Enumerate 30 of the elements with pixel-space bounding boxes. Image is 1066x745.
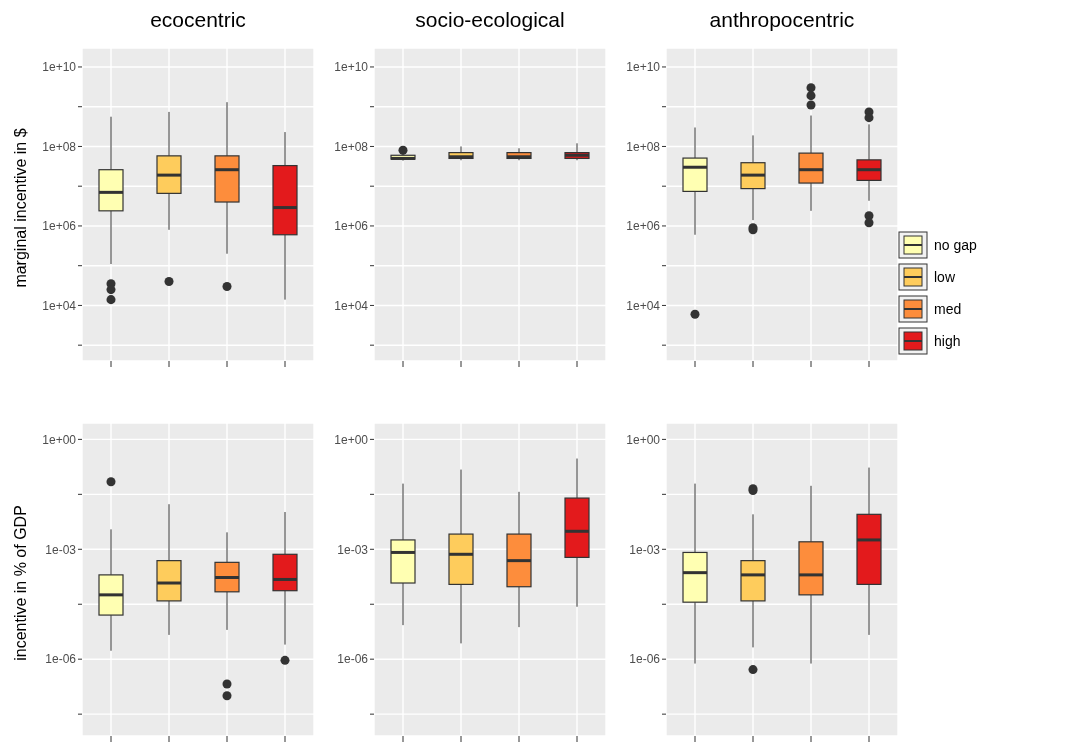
y-tick-label: 1e+10	[334, 60, 369, 75]
y-axis-title: incentive in % of GDP	[12, 504, 30, 661]
y-tick-label: 1e+06	[626, 219, 661, 234]
chart-title: socio-ecological	[415, 8, 565, 31]
y-tick-label: 1e+08	[334, 139, 369, 154]
chart-title: anthropocentric	[709, 8, 855, 31]
y-tick-label: 1e-03	[45, 542, 77, 557]
y-tick-label: 1e+06	[42, 219, 77, 234]
y-tick-label: 1e-06	[45, 652, 77, 667]
y-tick-label: 1e+10	[626, 60, 661, 75]
y-tick-label: 1e+04	[626, 298, 661, 313]
y-tick-label: 1e+04	[42, 298, 77, 313]
legend-label: med	[934, 301, 962, 317]
chart-title: ecocentric	[150, 8, 246, 31]
y-tick-label: 1e+00	[334, 432, 369, 447]
y-tick-label: 1e-03	[629, 542, 661, 557]
legend-label: no gap	[934, 237, 977, 253]
legend-label: low	[934, 269, 956, 285]
y-tick-label: 1e+00	[626, 432, 661, 447]
y-tick-label: 1e+08	[626, 139, 661, 154]
y-tick-label: 1e+08	[42, 139, 77, 154]
y-tick-label: 1e+00	[42, 432, 77, 447]
y-tick-label: 1e+04	[334, 298, 369, 313]
y-tick-label: 1e+10	[42, 60, 77, 75]
y-tick-label: 1e-06	[337, 652, 369, 667]
y-tick-label: 1e-03	[337, 542, 369, 557]
legend-label: high	[934, 333, 961, 349]
y-axis-title: marginal incentive in $	[12, 127, 30, 288]
y-tick-label: 1e-06	[629, 652, 661, 667]
y-tick-label: 1e+06	[334, 219, 369, 234]
